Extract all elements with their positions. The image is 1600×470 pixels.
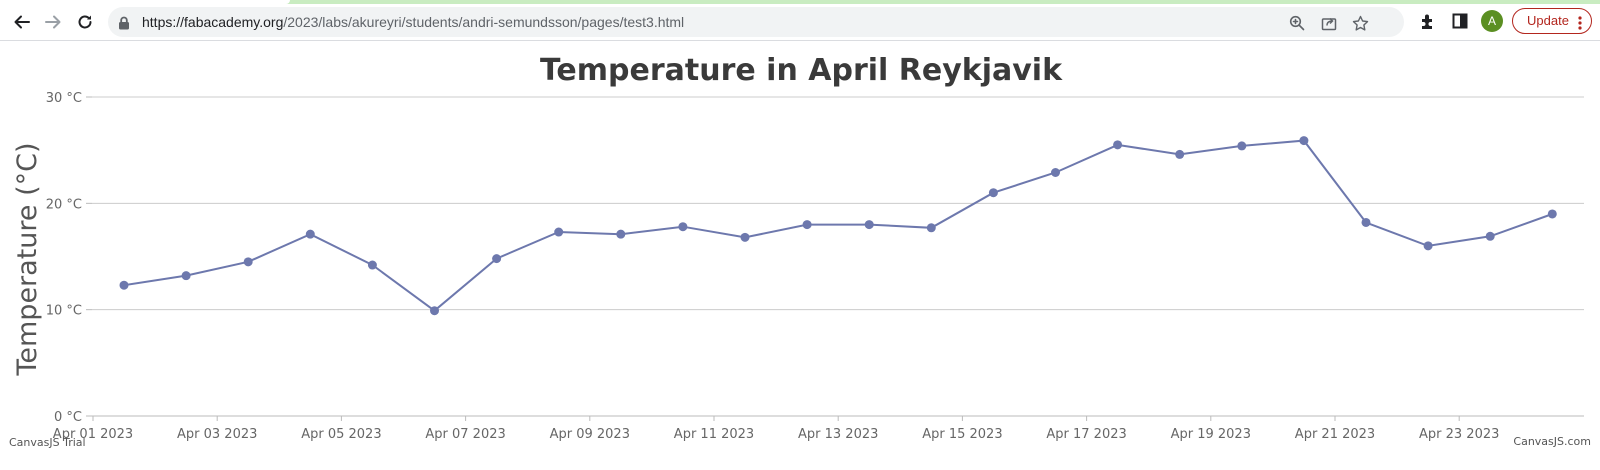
- zoom-icon[interactable]: [1288, 14, 1306, 32]
- data-point-8[interactable]: [616, 229, 626, 239]
- x-tick-label-7: Apr 15 2023: [922, 427, 1002, 442]
- share-icon[interactable]: [1320, 14, 1338, 32]
- data-point-22[interactable]: [1485, 231, 1495, 241]
- x-tick-label-8: Apr 17 2023: [1046, 427, 1126, 442]
- x-tick-label-0: Apr 01 2023: [53, 427, 133, 442]
- menu-dots-icon[interactable]: [1578, 14, 1582, 38]
- x-tick-label-3: Apr 07 2023: [425, 427, 505, 442]
- data-point-10[interactable]: [740, 232, 750, 242]
- x-tick-label-10: Apr 21 2023: [1295, 427, 1375, 442]
- y-tick-label-1: 10 °C: [46, 304, 82, 319]
- data-point-19[interactable]: [1299, 136, 1309, 146]
- series-line: [123, 139, 1553, 312]
- address-bar[interactable]: https://fabacademy.org/2023/labs/akureyr…: [108, 7, 1404, 37]
- y-axis-ticks: 0 °C 10 °C 20 °C 30 °C: [46, 91, 92, 425]
- data-point-20[interactable]: [1361, 217, 1371, 227]
- star-icon[interactable]: [1351, 14, 1369, 32]
- back-icon[interactable]: [8, 8, 36, 36]
- data-point-5[interactable]: [430, 306, 439, 316]
- y-tick-label-2: 20 °C: [46, 197, 82, 212]
- y-tick-label-3: 30 °C: [46, 91, 82, 106]
- data-point-13[interactable]: [926, 223, 936, 233]
- data-point-0[interactable]: [119, 280, 129, 290]
- url-host: https://fabacademy.org: [142, 14, 284, 30]
- data-point-2[interactable]: [243, 257, 253, 267]
- y-tick-label-0: 0 °C: [54, 410, 82, 425]
- x-tick-label-2: Apr 05 2023: [301, 427, 381, 442]
- extensions-icon[interactable]: [1417, 10, 1439, 32]
- data-point-11[interactable]: [802, 220, 812, 230]
- temperature-chart: Temperature in April Reykjavik Temperatu…: [12, 53, 1584, 442]
- data-point-21[interactable]: [1423, 241, 1433, 251]
- x-axis-ticks: Apr 01 2023 Apr 03 2023 Apr 05 2023 Apr 07 …: [53, 416, 1499, 442]
- gridlines: [92, 96, 1584, 311]
- x-tick-label-6: Apr 13 2023: [798, 427, 878, 442]
- update-button[interactable]: Update: [1512, 8, 1592, 34]
- avatar[interactable]: A: [1481, 10, 1503, 32]
- data-point-16[interactable]: [1113, 140, 1123, 150]
- url-text[interactable]: https://fabacademy.org/2023/labs/akureyr…: [142, 7, 684, 37]
- data-point-18[interactable]: [1237, 141, 1247, 151]
- x-tick-label-9: Apr 19 2023: [1171, 427, 1251, 442]
- credit-right[interactable]: CanvasJS.com: [1513, 435, 1591, 448]
- x-tick-label-11: Apr 23 2023: [1419, 427, 1499, 442]
- data-point-17[interactable]: [1175, 149, 1185, 159]
- data-point-9[interactable]: [678, 222, 688, 232]
- data-point-1[interactable]: [181, 271, 191, 281]
- data-point-4[interactable]: [367, 260, 377, 270]
- data-point-7[interactable]: [554, 227, 564, 237]
- chart-title: Temperature in April Reykjavik: [540, 53, 1063, 88]
- credit-left[interactable]: CanvasJS Trial: [9, 436, 86, 449]
- update-label: Update: [1527, 13, 1569, 28]
- x-tick-label-5: Apr 11 2023: [674, 427, 754, 442]
- data-point-12[interactable]: [864, 220, 874, 230]
- data-point-6[interactable]: [492, 254, 502, 264]
- reload-icon[interactable]: [71, 8, 99, 36]
- data-point-15[interactable]: [1051, 167, 1060, 177]
- side-panel-icon[interactable]: [1449, 10, 1471, 32]
- x-tick-label-1: Apr 03 2023: [177, 427, 257, 442]
- y-axis-title: Temperature (°C): [12, 142, 43, 376]
- data-points: [119, 136, 1557, 316]
- data-point-23[interactable]: [1547, 209, 1557, 219]
- lock-icon: [118, 15, 130, 34]
- browser-toolbar: https://fabacademy.org/2023/labs/akureyr…: [0, 0, 1600, 41]
- tab-strip-edge: [0, 0, 1600, 4]
- data-point-14[interactable]: [988, 188, 998, 198]
- url-path: /2023/labs/akureyri/students/andri-semun…: [283, 14, 685, 30]
- data-point-3[interactable]: [305, 229, 315, 239]
- forward-icon[interactable]: [39, 8, 67, 36]
- x-tick-label-4: Apr 09 2023: [550, 427, 630, 442]
